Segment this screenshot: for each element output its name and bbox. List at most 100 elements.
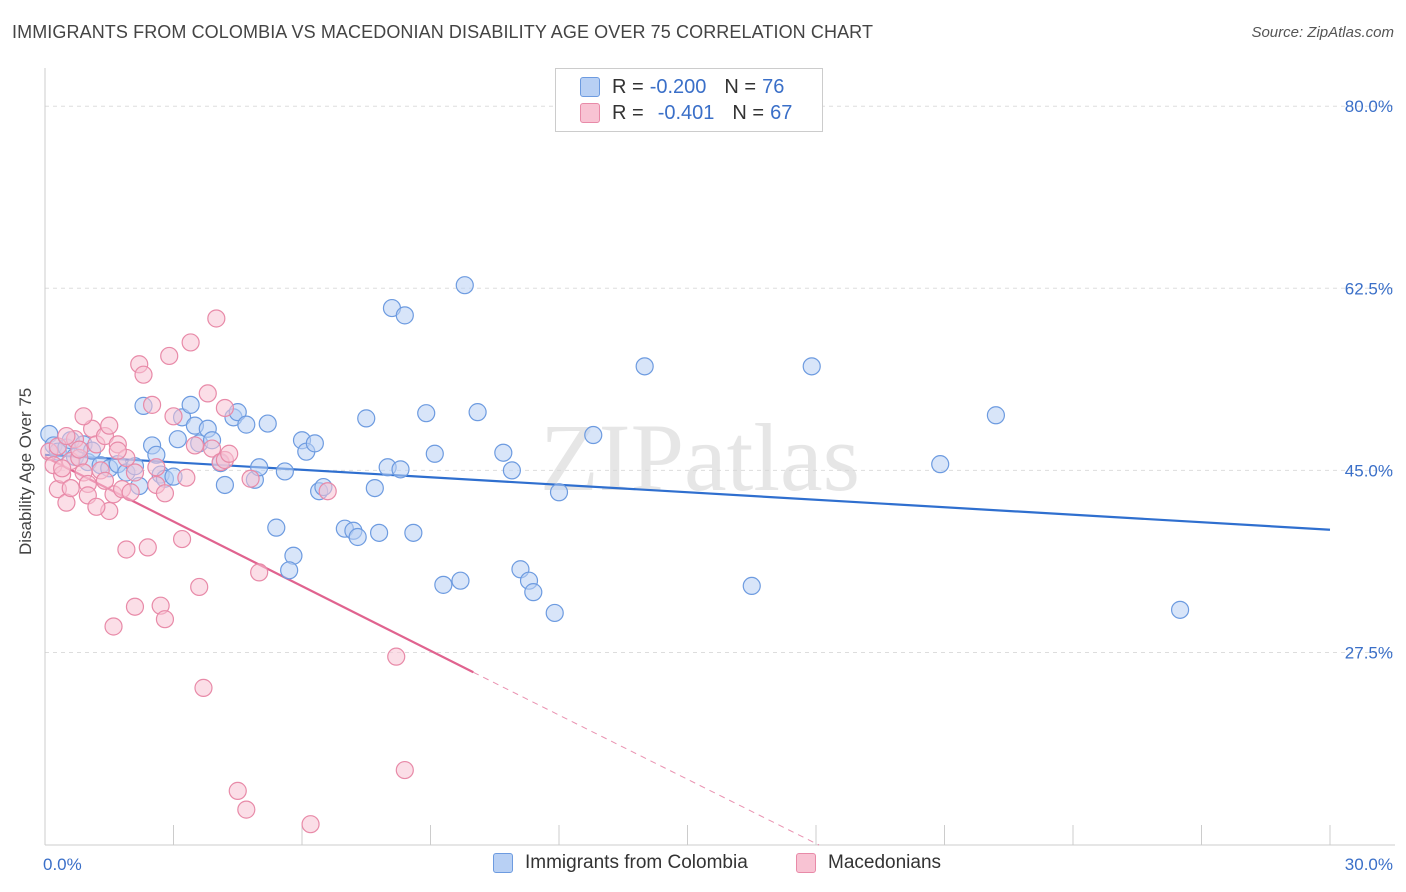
y-tick-label: 45.0% (1345, 461, 1393, 480)
point-colombia (365, 478, 384, 498)
point-colombia (584, 425, 603, 445)
point-macedonians (155, 610, 175, 629)
point-macedonians (57, 426, 76, 446)
point-macedonians (117, 540, 136, 559)
n-label: N = (732, 101, 765, 124)
point-colombia (455, 276, 474, 295)
point-colombia (370, 523, 389, 542)
point-macedonians (155, 484, 175, 503)
series-swatch-blue (493, 853, 513, 873)
point-colombia (181, 395, 200, 414)
legend-swatch-pink (580, 103, 600, 123)
point-macedonians (185, 436, 205, 455)
point-colombia (305, 434, 324, 453)
trend-line-macedonians-extrapolated (473, 671, 820, 846)
point-macedonians (237, 800, 256, 819)
point-colombia (434, 575, 453, 594)
point-macedonians (142, 395, 162, 414)
point-colombia (986, 406, 1006, 425)
point-macedonians (220, 444, 239, 463)
point-macedonians (138, 538, 157, 557)
point-macedonians (70, 440, 89, 459)
n-label: N = (724, 75, 757, 98)
point-colombia (280, 561, 299, 580)
r-label: R = (612, 101, 644, 124)
point-macedonians (134, 365, 153, 384)
point-macedonians (241, 469, 260, 488)
y-tick-label: 80.0% (1345, 97, 1393, 116)
r-value-colombia: -0.200 (649, 75, 707, 98)
series-swatch-pink (796, 853, 816, 873)
data-points (40, 276, 1190, 834)
point-colombia (545, 603, 564, 623)
point-colombia (468, 403, 487, 422)
n-value-colombia: 76 (762, 75, 785, 98)
point-macedonians (194, 678, 213, 697)
point-colombia (404, 523, 423, 542)
legend-swatch-blue (580, 77, 600, 97)
point-colombia (802, 357, 821, 376)
series-legend-macedonians: Macedonians (796, 852, 941, 874)
point-macedonians (104, 617, 123, 636)
point-colombia (931, 455, 950, 474)
point-colombia (275, 462, 294, 481)
correlation-legend: R = -0.200 N = 76 R = -0.401 N = 67 (555, 68, 823, 132)
r-label: R = (612, 75, 644, 98)
point-colombia (451, 571, 470, 590)
point-macedonians (74, 407, 93, 426)
point-colombia (168, 430, 187, 449)
series-legend-colombia: Immigrants from Colombia (493, 852, 748, 874)
point-macedonians (202, 439, 222, 458)
point-colombia (348, 527, 367, 547)
x-tick-label-max: 30.0% (1345, 855, 1393, 874)
point-macedonians (87, 497, 106, 516)
tick-labels: 27.5% 45.0% 62.5% 80.0% 0.0% 30.0% (43, 97, 1393, 874)
point-macedonians (198, 384, 217, 403)
point-macedonians (95, 471, 115, 490)
r-value-macedonians: -0.401 (657, 101, 715, 124)
legend-row-macedonians: R = -0.401 N = 67 (580, 101, 792, 125)
point-colombia (357, 409, 376, 428)
point-macedonians (190, 577, 209, 597)
point-macedonians (228, 781, 247, 800)
series-label-colombia: Immigrants from Colombia (525, 852, 748, 873)
point-macedonians (121, 483, 140, 502)
point-colombia (549, 483, 569, 502)
point-macedonians (172, 529, 192, 549)
point-macedonians (215, 398, 234, 418)
point-macedonians (207, 309, 226, 328)
point-colombia (237, 415, 256, 434)
point-macedonians (318, 482, 337, 501)
y-tick-label: 62.5% (1345, 279, 1393, 298)
point-colombia (502, 461, 521, 480)
watermark: ZIPatlas (540, 404, 860, 511)
point-colombia (391, 460, 410, 479)
point-colombia (742, 576, 761, 596)
x-tick-label-min: 0.0% (43, 855, 82, 874)
y-axis-label: Disability Age Over 75 (16, 387, 35, 555)
point-macedonians (250, 563, 269, 582)
point-colombia (215, 475, 234, 495)
source-label: Source: ZipAtlas.com (1251, 24, 1394, 41)
point-macedonians (177, 468, 196, 487)
point-macedonians (181, 333, 200, 352)
point-colombia (258, 414, 277, 433)
point-macedonians (164, 407, 183, 426)
point-colombia (524, 583, 543, 602)
point-colombia (1170, 600, 1190, 619)
point-macedonians (61, 478, 80, 498)
point-colombia (425, 444, 444, 463)
point-colombia (494, 443, 513, 462)
point-colombia (395, 306, 414, 325)
point-colombia (635, 357, 654, 376)
point-macedonians (108, 441, 127, 460)
point-macedonians (125, 597, 145, 616)
point-macedonians (100, 416, 119, 435)
point-macedonians (301, 815, 320, 834)
point-colombia (267, 518, 286, 537)
chart-title: IMMIGRANTS FROM COLOMBIA VS MACEDONIAN D… (12, 22, 874, 42)
point-macedonians (395, 760, 414, 780)
point-macedonians (147, 458, 166, 477)
point-macedonians (387, 647, 406, 666)
